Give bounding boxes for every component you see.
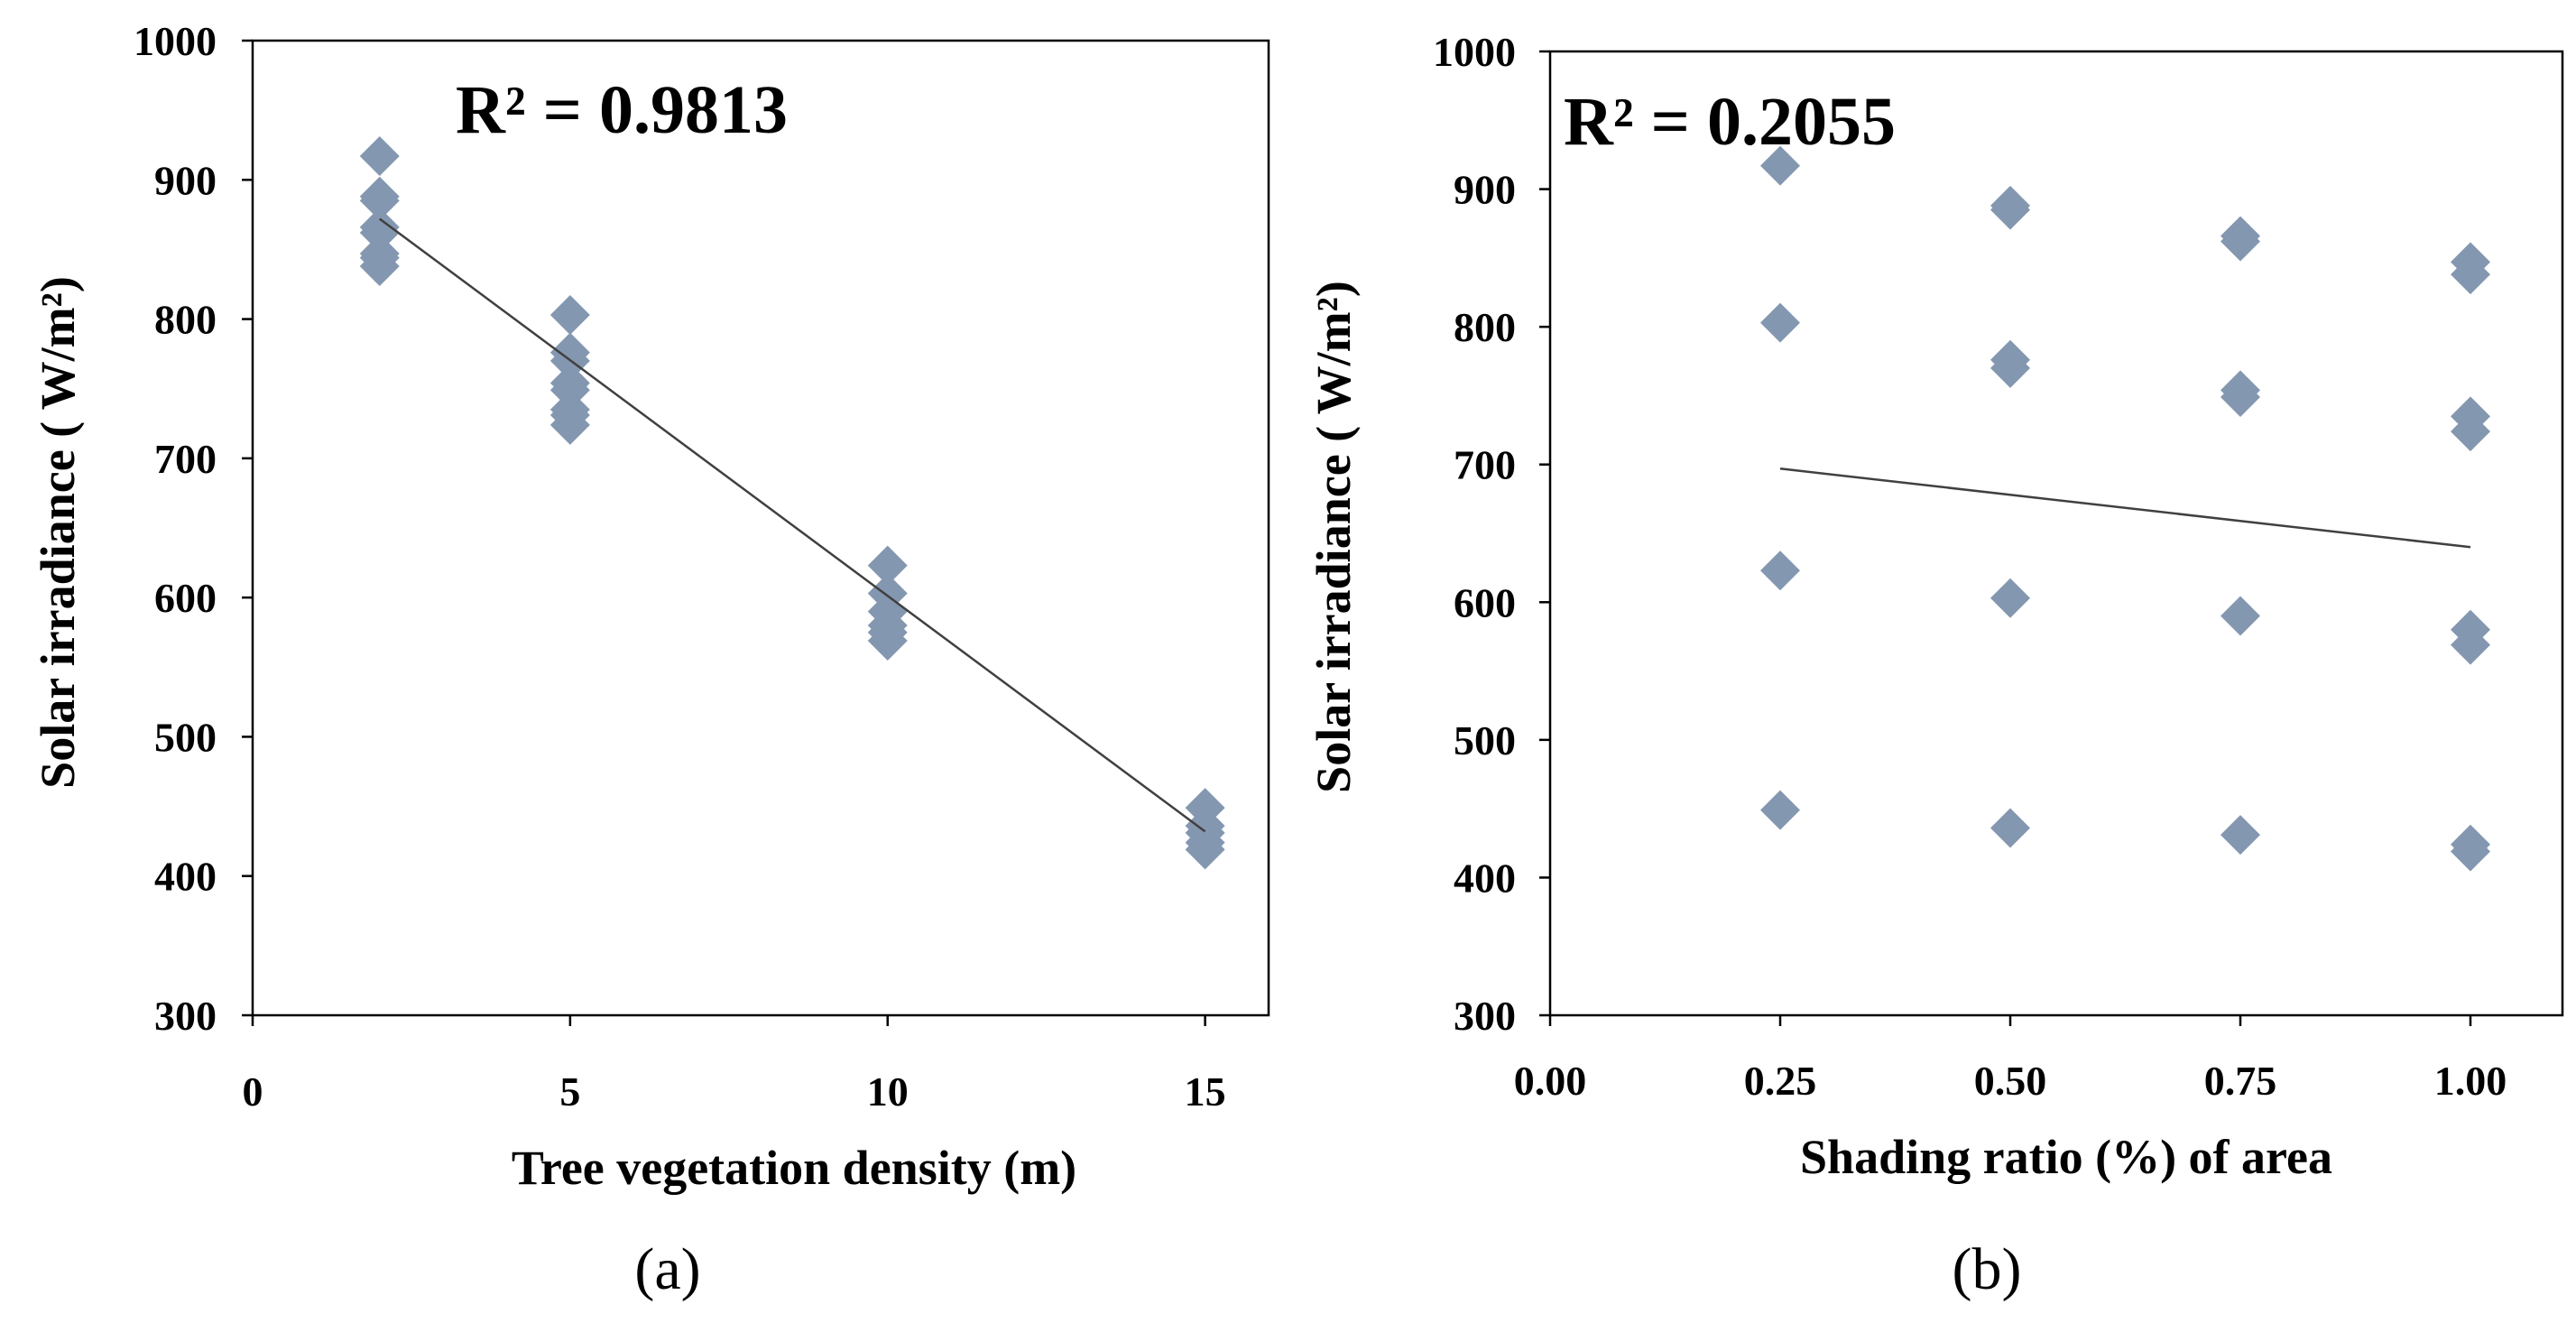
x-tick-label-b-0.75: 0.75 [2204,1058,2277,1104]
data-point-a-2 [359,180,400,221]
y-axis-title-b: Solar irradiance ( W/m²) [1306,281,1361,793]
y-tick-label-b-800: 800 [1454,304,1516,350]
data-point-a-8 [549,294,590,335]
y-tick-label-a-600: 600 [154,575,217,621]
y-tick-label-a-900: 900 [154,157,217,203]
y-tick-label-b-500: 500 [1454,717,1516,763]
data-point-a-26 [1185,829,1225,870]
panel-label-a: (a) [634,1236,700,1302]
y-tick-label-a-800: 800 [154,297,217,343]
x-tick-label-b-0.25: 0.25 [1744,1058,1817,1104]
data-point-b-3 [1760,790,1800,830]
trendline-line-b [1779,467,2471,549]
y-axis-a: 300 400 500 600 700 800 900 1000 [134,18,253,1039]
data-point-a-16 [867,545,908,586]
plot-area-b [1548,50,2564,1017]
y-axis-b: 300 400 500 600 700 800 900 1000 [1433,29,1550,1039]
panel-label-b: (b) [1953,1236,2022,1302]
y-tick-label-a-300: 300 [154,993,217,1039]
data-point-a-15 [549,404,590,445]
data-point-b-23 [2451,831,2490,872]
data-point-b-2 [1760,550,1800,591]
x-axis-title-b: Shading ratio (%) of area [1800,1130,2332,1184]
scatter-points-a [359,136,1225,870]
y-tick-label-b-900: 900 [1454,167,1516,213]
r-squared-annotation-a: R² = 0.9813 [456,72,788,148]
data-point-b-19 [2451,412,2490,452]
x-tick-label-a-15: 15 [1185,1069,1226,1115]
data-point-b-8 [1990,578,2030,618]
x-tick-label-b-0.50: 0.50 [1974,1058,2047,1104]
plot-area-a [251,39,1270,1017]
x-axis-b: 0.00 0.25 0.50 0.75 1.00 [1514,1015,2507,1104]
trendline-a [379,217,1206,833]
y-tick-label-a-500: 500 [154,714,217,760]
data-point-b-15 [2221,815,2260,856]
data-point-b-1 [1760,302,1800,343]
data-point-b-9 [1990,808,2030,848]
trendline-line-a [379,217,1206,833]
scatter-points-b [1760,145,2490,872]
r-squared-annotation-b: R² = 0.2055 [1564,84,1896,160]
x-tick-label-b-1.00: 1.00 [2434,1058,2507,1104]
y-tick-label-b-300: 300 [1454,993,1516,1039]
y-tick-label-a-1000: 1000 [134,18,217,64]
data-point-b-7 [1990,347,2030,388]
data-point-a-7 [359,245,400,286]
data-point-b-13 [2221,376,2260,417]
x-tick-label-a-10: 10 [867,1069,909,1115]
y-tick-label-b-1000: 1000 [1433,29,1516,75]
data-point-b-11 [2221,221,2260,262]
data-point-b-5 [1990,190,2030,230]
data-point-b-0 [1760,145,1800,186]
chart-panel-b: 0.00 0.25 0.50 0.75 1.00 300 400 500 600 700 800 9… [1306,29,2564,1302]
x-axis-title-a: Tree vegetation density (m) [512,1141,1076,1195]
y-tick-label-b-400: 400 [1454,855,1516,901]
data-point-a-0 [359,136,400,177]
y-tick-label-b-700: 700 [1454,442,1516,488]
y-tick-label-a-700: 700 [154,436,217,482]
y-tick-label-b-600: 600 [1454,579,1516,625]
trendline-b [1779,467,2471,549]
data-point-b-17 [2451,254,2490,295]
x-axis-a: 0 5 10 15 [243,1015,1226,1115]
data-point-b-21 [2451,624,2490,665]
x-tick-label-a-0: 0 [243,1069,263,1115]
data-point-a-21 [867,620,908,661]
data-point-b-14 [2221,596,2260,636]
data-point-a-4 [359,212,400,253]
y-tick-label-a-400: 400 [154,854,217,900]
x-tick-label-a-5: 5 [559,1069,580,1115]
x-tick-label-b-0.00: 0.00 [1514,1058,1587,1104]
y-axis-title-a: Solar irradiance ( W/m²) [31,276,85,789]
chart-panel-a: 0 5 10 15 300 400 500 600 700 800 900 1000 R² = 0.… [31,18,1270,1302]
